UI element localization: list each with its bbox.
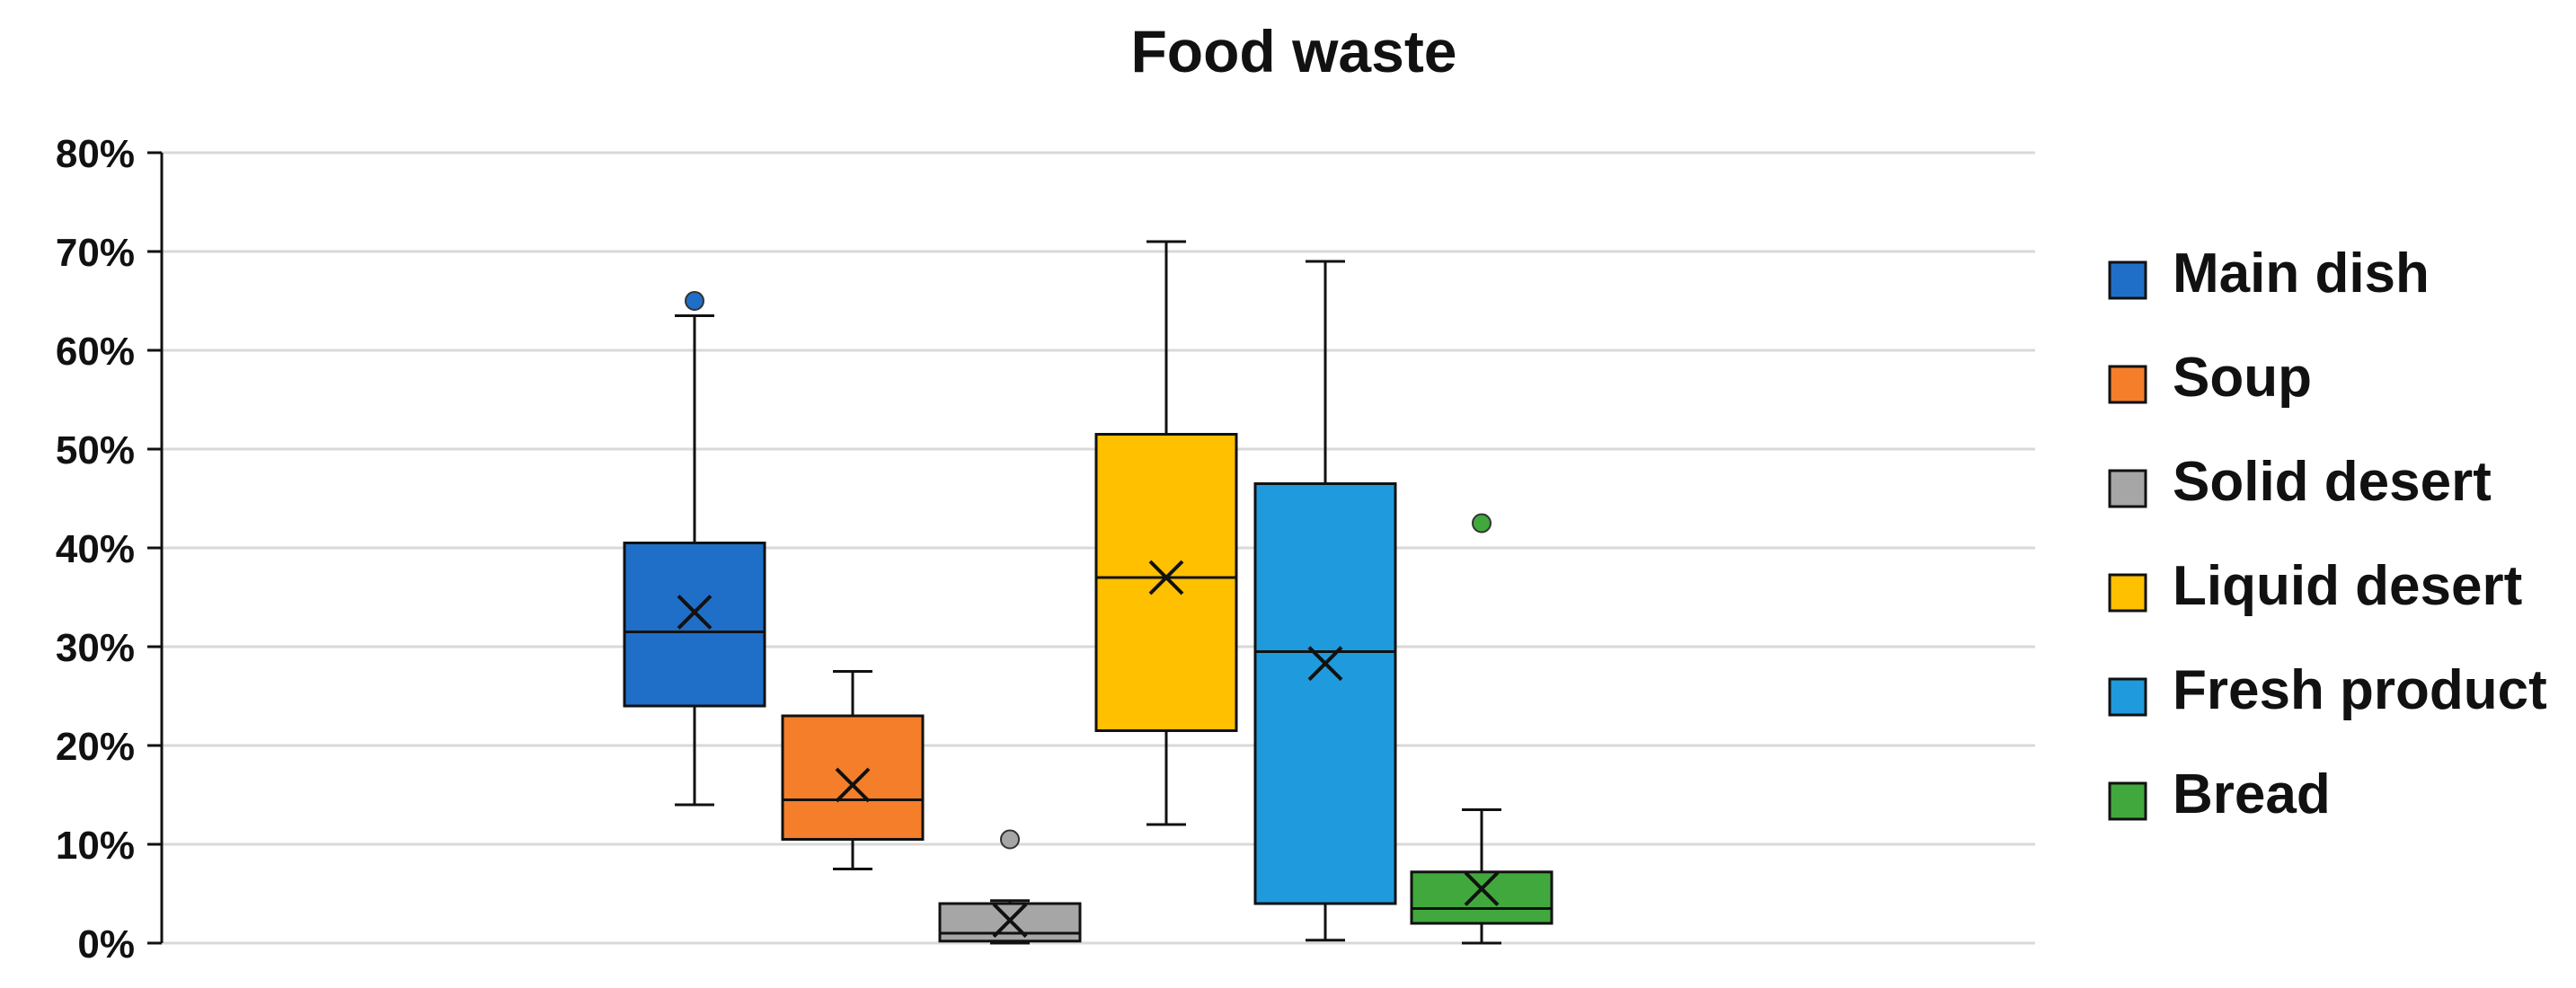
mean-marker — [1148, 560, 1184, 595]
box-series — [623, 291, 766, 807]
mean-marker — [992, 903, 1028, 939]
legend-item: Soup — [2108, 347, 2312, 409]
legend-swatch — [2108, 781, 2147, 821]
legend-label: Fresh product — [2173, 659, 2547, 721]
legend-label: Liquid desert — [2173, 555, 2522, 617]
box-series — [781, 670, 925, 870]
legend-swatch — [2108, 573, 2147, 613]
box-series — [1253, 260, 1397, 942]
legend-swatch — [2108, 469, 2147, 508]
legend-item: Fresh product — [2108, 659, 2547, 721]
legend-label: Bread — [2173, 763, 2331, 825]
legend-label: Solid desert — [2173, 451, 2492, 513]
legend-label: Main dish — [2173, 243, 2430, 304]
interquartile-box — [781, 714, 925, 841]
interquartile-box — [1410, 870, 1554, 925]
legend-swatch — [2108, 365, 2147, 404]
y-tick-label: 10% — [56, 824, 135, 868]
legend-label: Soup — [2173, 347, 2312, 409]
y-tick-label: 0% — [77, 922, 135, 966]
legend: Main dish Soup Solid desert Liquid desert Fr… — [2108, 243, 2547, 825]
box-series — [938, 829, 1082, 945]
axis-layer: 0% 10% 20% 30% 40% 50% 60% 70% 80% — [56, 132, 164, 966]
mean-marker — [1464, 871, 1500, 906]
legend-item: Liquid desert — [2108, 555, 2522, 617]
box-series — [1094, 240, 1238, 826]
mean-marker — [1307, 646, 1343, 682]
legend-item: Bread — [2108, 763, 2331, 825]
plot-layer — [623, 240, 1554, 945]
y-tick-label: 60% — [56, 330, 135, 374]
mean-marker — [677, 595, 713, 630]
box-series — [1410, 513, 1554, 945]
interquartile-box — [623, 542, 766, 708]
legend-swatch — [2108, 677, 2147, 717]
chart-title: Food waste — [1130, 18, 1456, 84]
legend-item: Solid desert — [2108, 451, 2492, 513]
interquartile-box — [1094, 433, 1238, 732]
y-tick-label: 50% — [56, 428, 135, 472]
outlier-point — [1000, 829, 1020, 850]
y-tick-label: 30% — [56, 626, 135, 670]
legend-item: Main dish — [2108, 243, 2430, 304]
y-tick-label: 40% — [56, 527, 135, 571]
legend-swatch — [2108, 260, 2147, 300]
y-tick-label: 80% — [56, 132, 135, 176]
interquartile-box — [1253, 482, 1397, 905]
interquartile-box — [938, 902, 1082, 943]
outlier-point — [1472, 513, 1492, 534]
y-tick-label: 70% — [56, 231, 135, 275]
mean-marker — [835, 767, 871, 803]
y-tick-label: 20% — [56, 725, 135, 769]
outlier-point — [685, 291, 704, 311]
